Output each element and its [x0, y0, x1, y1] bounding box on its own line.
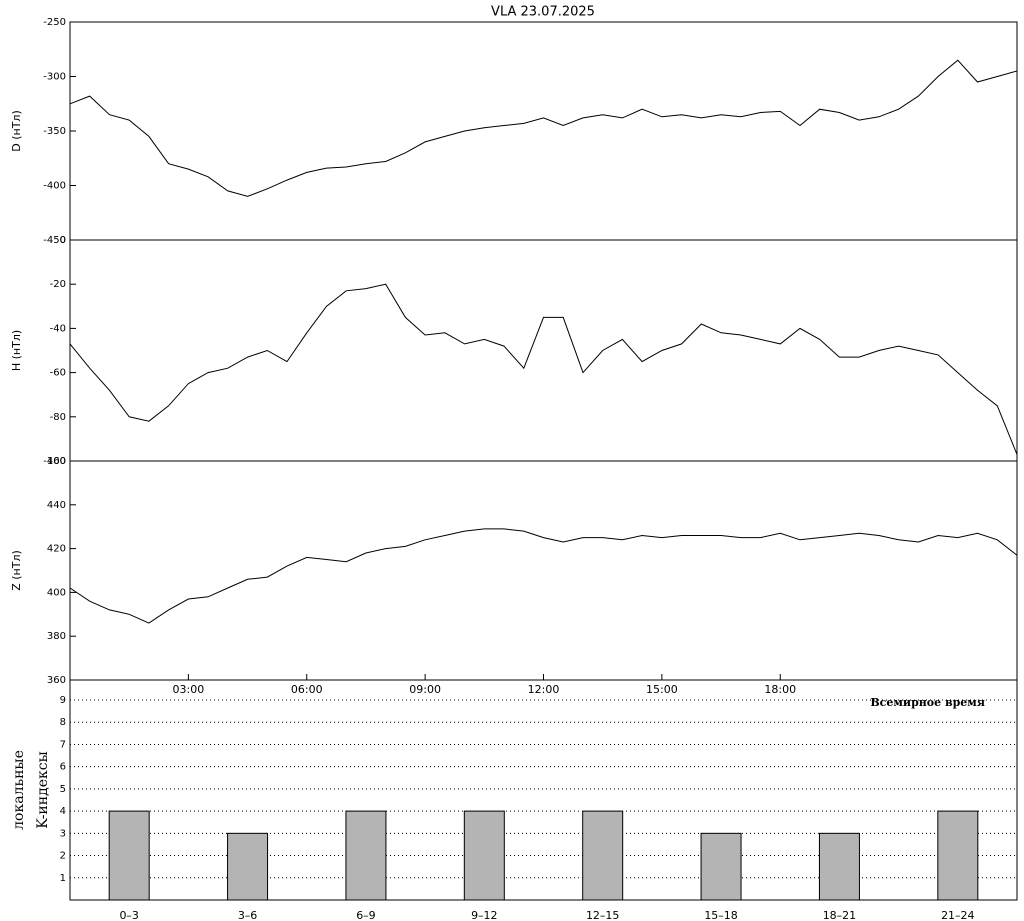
y-tick-label: -300: [43, 72, 66, 83]
y-tick-label: 4: [60, 806, 66, 817]
y-tick-label: 420: [47, 544, 66, 555]
bar: [108, 810, 150, 901]
y-tick-label: -400: [43, 181, 66, 192]
line-series: [69, 528, 1018, 624]
x-tick-label: 15–18: [704, 909, 738, 921]
y-tick-label: 440: [47, 500, 66, 511]
y-tick-label: -100: [43, 456, 66, 467]
x-tick-label: 18–21: [823, 909, 857, 921]
bar: [582, 810, 624, 901]
bar: [818, 832, 860, 901]
line-series: [69, 283, 1018, 455]
plot-frame: [69, 460, 1018, 681]
y-tick-label: 2: [60, 851, 66, 862]
x-tick-label: 9–12: [471, 909, 498, 921]
y-tick-label: 360: [47, 675, 66, 686]
line-series: [69, 59, 1018, 197]
x-tick-label: 3–6: [238, 909, 258, 921]
y-tick-label: 1: [60, 873, 66, 884]
x-tick-label: 15:00: [646, 683, 678, 696]
x-tick-label: 09:00: [409, 683, 441, 696]
plot-frame: [69, 21, 1018, 241]
x-tick-label: 12:00: [528, 683, 560, 696]
bar: [700, 832, 742, 901]
y-axis-label: H (нТл): [10, 330, 23, 371]
y-tick-label: 9: [60, 695, 66, 706]
y-tick-label: -80: [50, 412, 66, 423]
annotation: Всемирное время: [870, 696, 985, 709]
y-tick-label: 7: [60, 739, 66, 750]
y-tick-label: 0: [60, 235, 66, 246]
y-tick-label: 5: [60, 784, 66, 795]
x-tick-label: 6–9: [356, 909, 376, 921]
bar: [937, 810, 979, 901]
x-tick-label: 0–3: [119, 909, 139, 921]
chart-title: VLA 23.07.2025: [491, 5, 595, 20]
y-tick-label: 8: [60, 717, 66, 728]
y-tick-label: 380: [47, 631, 66, 642]
bar: [463, 810, 505, 901]
y-tick-label: -350: [43, 126, 66, 137]
y-tick-label: -450: [43, 235, 66, 246]
x-tick-label: 03:00: [173, 683, 205, 696]
y-tick-label: -40: [50, 323, 66, 334]
x-tick-label: 21–24: [941, 909, 975, 921]
y-tick-label: 400: [47, 587, 66, 598]
y-tick-label: 6: [60, 762, 66, 773]
y-axis-label: локальные: [11, 750, 27, 830]
y-axis-label: Z (нТл): [10, 550, 23, 591]
plot-frame: [69, 679, 1018, 901]
y-tick-label: 460: [47, 456, 66, 467]
bar: [227, 832, 269, 901]
y-tick-label: -60: [50, 368, 66, 379]
y-axis-label: K-индексы: [35, 751, 51, 828]
bar: [345, 810, 387, 901]
y-tick-label: 3: [60, 828, 66, 839]
y-tick-label: -20: [50, 279, 66, 290]
x-tick-label: 06:00: [291, 683, 323, 696]
x-tick-label: 18:00: [764, 683, 796, 696]
x-tick-label: 12–15: [586, 909, 620, 921]
y-axis-label: D (нТл): [10, 110, 23, 152]
plot-frame: [69, 239, 1018, 462]
y-tick-label: -250: [43, 17, 66, 28]
